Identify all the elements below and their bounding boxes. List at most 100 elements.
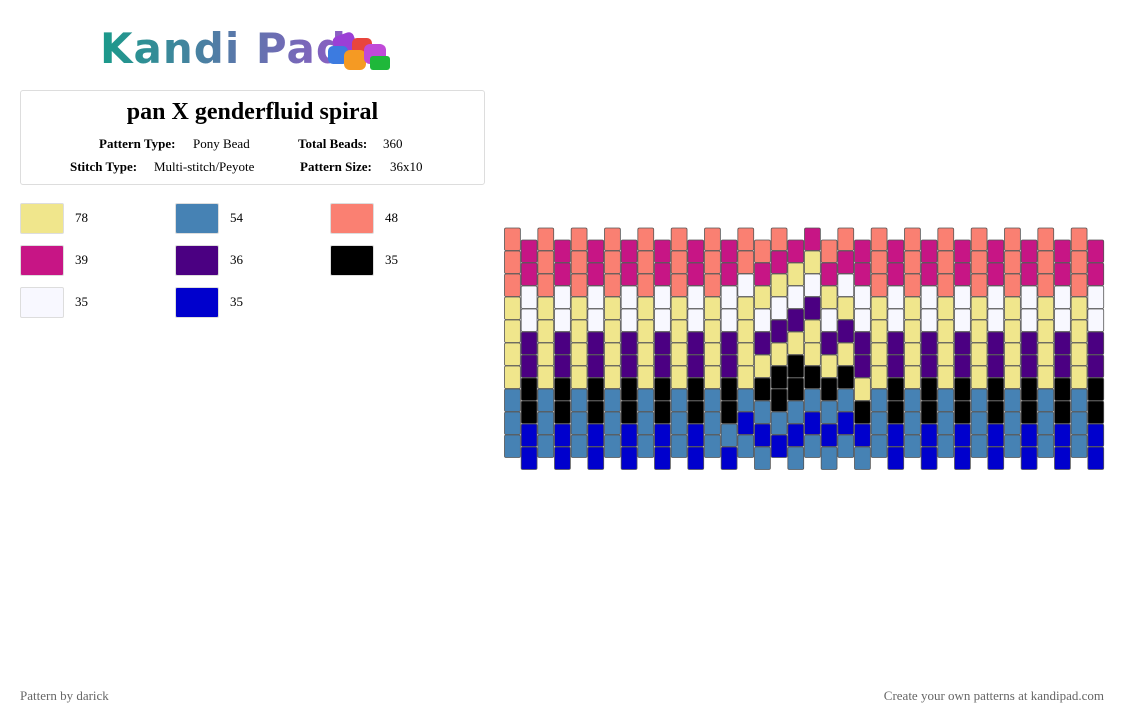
bead <box>937 227 955 251</box>
bead <box>704 434 721 458</box>
bead <box>754 400 771 424</box>
bead <box>670 434 688 458</box>
bead <box>904 296 921 320</box>
bead <box>987 239 1005 263</box>
bead <box>870 250 888 274</box>
bead <box>937 319 955 343</box>
bead <box>1037 342 1055 366</box>
bead <box>1037 411 1055 435</box>
bead <box>837 365 855 389</box>
color-swatch <box>175 203 219 234</box>
bead <box>1054 262 1071 286</box>
bead <box>554 354 571 378</box>
bead <box>504 365 521 389</box>
bead <box>970 273 988 297</box>
bead <box>787 446 805 470</box>
bead <box>637 365 655 389</box>
bead <box>754 331 771 355</box>
bead <box>754 285 771 309</box>
bead <box>654 377 671 401</box>
bead <box>704 342 721 366</box>
bead <box>1054 354 1071 378</box>
bead <box>1054 331 1071 355</box>
bead <box>787 285 805 309</box>
bead <box>570 388 588 412</box>
bead <box>554 262 571 286</box>
bead <box>554 423 571 447</box>
bead <box>637 319 655 343</box>
bead <box>1070 411 1088 435</box>
bead <box>1070 388 1088 412</box>
bead <box>987 446 1005 470</box>
bead <box>1054 285 1071 309</box>
bead <box>1020 446 1038 470</box>
bead <box>1004 273 1021 297</box>
bead <box>1037 273 1055 297</box>
bead <box>770 411 788 435</box>
bead <box>504 227 521 251</box>
bead <box>554 239 571 263</box>
bead <box>937 296 955 320</box>
logo: Kandi Pad <box>100 24 347 73</box>
bead <box>954 285 971 309</box>
bead <box>704 388 721 412</box>
bead <box>870 411 888 435</box>
bead <box>637 411 655 435</box>
color-count: 35 <box>230 294 243 309</box>
bead <box>654 446 671 470</box>
bead <box>1070 319 1088 343</box>
bead <box>954 239 971 263</box>
bead <box>654 400 671 424</box>
bead <box>720 262 738 286</box>
bead <box>720 331 738 355</box>
pattern-title: pan X genderfluid spiral <box>126 99 379 125</box>
bead <box>554 400 571 424</box>
bead <box>987 308 1005 332</box>
bead <box>970 319 988 343</box>
bead <box>637 250 655 274</box>
bead <box>1087 308 1105 332</box>
bead <box>687 308 705 332</box>
footer-link: Create your own patterns at kandipad.com <box>883 688 1104 703</box>
bead <box>754 423 771 447</box>
bead <box>820 285 838 309</box>
bead <box>904 411 921 435</box>
bead <box>987 400 1005 424</box>
bead <box>720 377 738 401</box>
bead <box>987 423 1005 447</box>
bead <box>820 400 838 424</box>
bead <box>970 388 988 412</box>
bead <box>620 354 638 378</box>
bead <box>854 354 871 378</box>
bead <box>604 227 621 251</box>
bead <box>637 342 655 366</box>
bead <box>770 250 788 274</box>
bead <box>1004 411 1021 435</box>
bead <box>554 285 571 309</box>
bead <box>654 423 671 447</box>
bead <box>720 239 738 263</box>
bead <box>587 285 605 309</box>
field-label: Stitch Type: <box>70 159 138 174</box>
bead <box>704 365 721 389</box>
bead <box>520 262 538 286</box>
bead <box>954 331 971 355</box>
bead-pattern <box>504 227 1105 470</box>
bead <box>520 377 538 401</box>
color-swatch <box>330 203 374 234</box>
bead <box>820 377 838 401</box>
bead <box>1087 262 1105 286</box>
bead <box>737 434 755 458</box>
bead <box>1054 239 1071 263</box>
bead <box>770 319 788 343</box>
bead <box>737 411 755 435</box>
bead <box>770 273 788 297</box>
bead <box>987 354 1005 378</box>
bead <box>1070 434 1088 458</box>
bead <box>1037 227 1055 251</box>
bead <box>1070 273 1088 297</box>
bead <box>654 354 671 378</box>
bead <box>787 377 805 401</box>
bead <box>1054 423 1071 447</box>
bead <box>570 342 588 366</box>
